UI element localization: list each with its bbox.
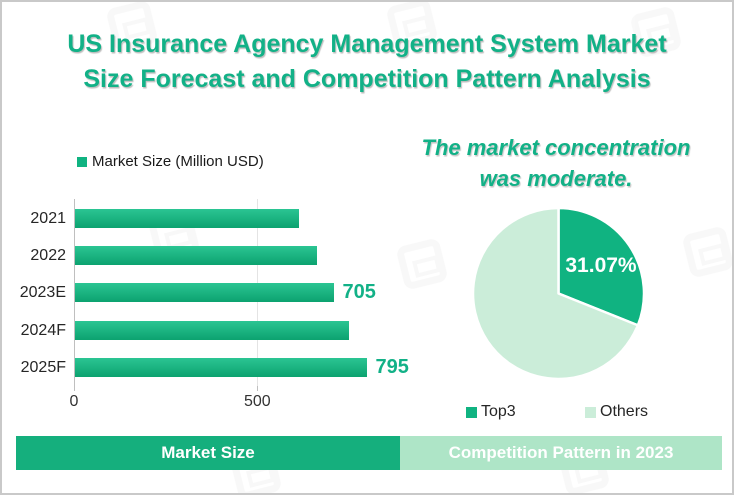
x-tick-label-500: 500 — [243, 393, 271, 410]
page-title: US Insurance Agency Management System Ma… — [2, 27, 732, 97]
top3-swatch — [466, 406, 477, 418]
category-label-2021: 2021 — [30, 210, 66, 227]
x-tick-label-0: 0 — [69, 393, 79, 410]
bar-value-2023E: 705 — [342, 281, 376, 304]
bar-2023E — [75, 283, 334, 303]
category-label-2024F: 2024F — [20, 321, 66, 339]
market-size-legend-label: Market Size (Million USD) — [92, 153, 264, 170]
market-size-legend-swatch — [77, 156, 87, 167]
bar-chart-legend: Market Size (Million USD) — [77, 153, 264, 170]
bar-2024F — [75, 320, 349, 340]
others-label: Others — [600, 403, 649, 420]
bar-2022 — [75, 246, 317, 266]
category-label-2022: 2022 — [30, 247, 66, 265]
category-label-2025F: 2025F — [20, 358, 66, 376]
pie-slice-percentage-label: 31.07% — [565, 254, 637, 277]
x-tick-0 — [74, 386, 75, 391]
y-axis-line — [74, 199, 75, 386]
category-label-2023E: 2023E — [19, 284, 66, 302]
others-swatch — [585, 406, 596, 418]
bar-value-2025F: 795 — [375, 355, 409, 378]
pie-slice-others — [472, 207, 640, 380]
pie-subtitle: The market concentration was moderate. — [400, 132, 712, 194]
pie-subtitle-line2: was moderate. — [479, 166, 633, 191]
page-title-line2: Size Forecast and Competition Pattern An… — [83, 65, 651, 93]
banner-competition-pattern: Competition Pattern in 2023 — [400, 436, 722, 470]
top3-label: Top3 — [481, 403, 516, 420]
x-tick-500 — [257, 386, 259, 391]
bar-2025F — [75, 357, 367, 377]
pie-subtitle-line1: The market concentration — [421, 135, 691, 160]
pie-chart: 31.07% — [472, 207, 645, 380]
banner-market-size: Market Size — [16, 436, 400, 470]
bar-2021 — [75, 209, 299, 228]
pie-legend-others: Others — [585, 403, 648, 421]
pie-legend-top3: Top3 — [466, 403, 516, 421]
page-title-line1: US Insurance Agency Management System Ma… — [67, 30, 667, 58]
pie-slice-top3 — [557, 207, 645, 327]
